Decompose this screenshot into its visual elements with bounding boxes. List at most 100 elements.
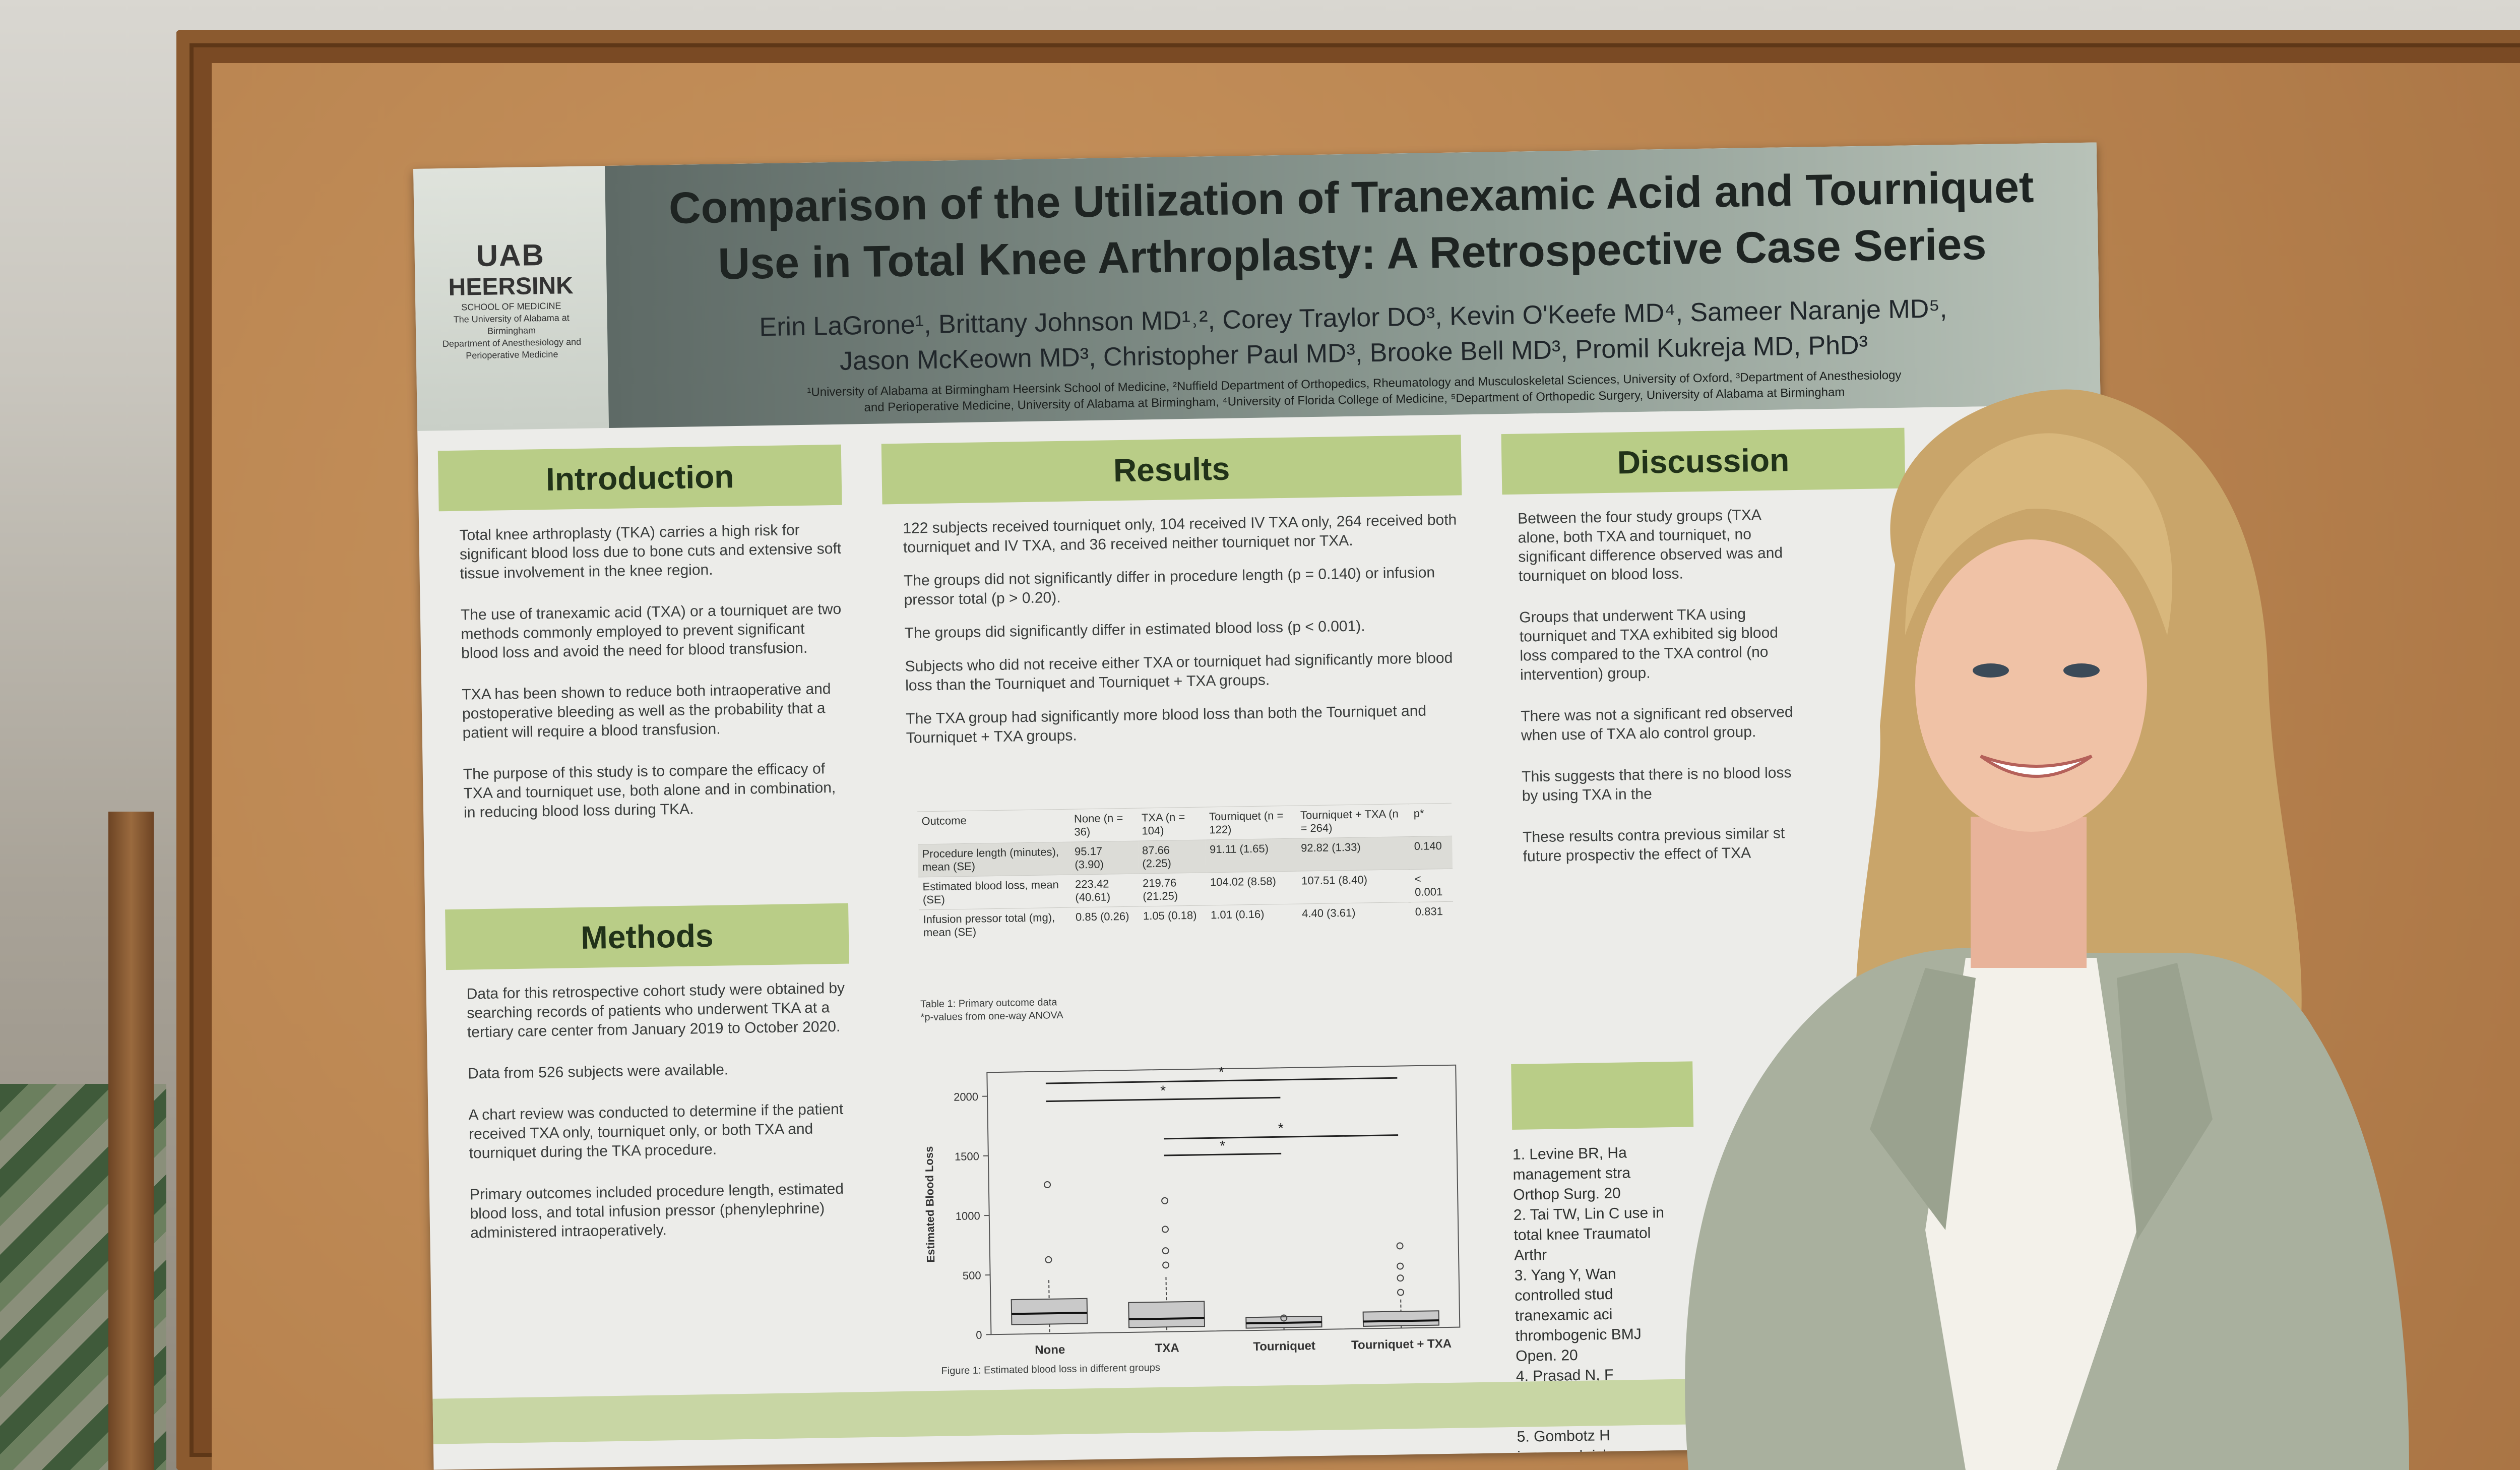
lapel-left	[1870, 968, 1976, 1230]
eye-left	[1973, 663, 2009, 678]
table-cell: 91.11 (1.65)	[1205, 838, 1297, 873]
table-cell: 104.02 (8.58)	[1206, 871, 1298, 905]
intro-bullet: The purpose of this study is to compare …	[463, 760, 836, 821]
eye-right	[2063, 663, 2100, 678]
outlier-point	[1397, 1289, 1404, 1296]
box-median	[1246, 1321, 1322, 1325]
results-bullet: The TXA group had significantly more blo…	[906, 702, 1427, 747]
smile	[1980, 755, 2093, 778]
blouse	[1925, 958, 2137, 1470]
box-0	[1011, 1298, 1088, 1325]
methods-heading: Methods	[445, 903, 849, 970]
y-tick-label: 0	[976, 1329, 982, 1341]
easel-leg	[108, 812, 154, 1470]
table-cell: 95.17 (3.90)	[1070, 841, 1139, 875]
x-tick-label: Tourniquet + TXA	[1351, 1337, 1452, 1352]
table-cell: 87.66 (2.25)	[1138, 839, 1206, 874]
uab-heersink-logo: UAB HEERSINK SCHOOL OF MEDICINE The Univ…	[434, 237, 588, 411]
table-header-cell: Tourniquet (n = 122)	[1205, 806, 1297, 840]
y-tick-label: 2000	[954, 1090, 978, 1104]
introduction-text: Total knee arthroplasty (TKA) carries a …	[459, 520, 847, 845]
y-tick-label: 1500	[955, 1150, 979, 1163]
logo-name: HEERSINK	[448, 272, 574, 301]
outlier-point	[1161, 1197, 1169, 1204]
hair-front	[1905, 433, 2173, 635]
box-3	[1362, 1310, 1440, 1327]
results-bullet: Subjects who did not receive either TXA …	[905, 649, 1453, 694]
significance-label: *	[1220, 1138, 1225, 1153]
outlier-point	[1161, 1226, 1169, 1233]
table-cell: Estimated blood loss, mean (SE)	[918, 875, 1072, 910]
results-bullet: The groups did not significantly differ …	[903, 564, 1435, 608]
significance-bracket	[1164, 1152, 1282, 1156]
blood-loss-boxplot: 0 500 1000 1500 2000 Estimated Blood Loss None…	[923, 1064, 1461, 1357]
table-cell: 0.85 (0.26)	[1071, 906, 1140, 940]
logo-university: The University of Alabama at Birmingham	[453, 313, 570, 336]
introduction-heading: Introduction	[437, 444, 842, 512]
box-1	[1128, 1301, 1206, 1328]
research-poster: UAB HEERSINK SCHOOL OF MEDICINE The Univ…	[413, 142, 2117, 1470]
table-cell: 1.05 (0.18)	[1139, 905, 1207, 939]
y-tick-label: 1000	[956, 1209, 980, 1222]
face	[1915, 539, 2147, 832]
outlier-point	[1397, 1262, 1404, 1270]
table-cell: 4.40 (3.61)	[1297, 902, 1412, 937]
table-cell: 0.831	[1411, 901, 1454, 935]
methods-bullet: A chart review was conducted to determin…	[468, 1100, 844, 1162]
table-header-cell: None (n = 36)	[1069, 808, 1138, 842]
outlier-point	[1045, 1256, 1052, 1263]
significance-label: *	[1219, 1064, 1224, 1080]
significance-label: *	[1160, 1083, 1166, 1098]
methods-text: Data for this retrospective cohort study…	[466, 979, 854, 1265]
significance-label: *	[1278, 1120, 1284, 1136]
logo-department: Department of Anesthesiology and Periope…	[442, 336, 582, 361]
table-header-cell: TXA (n = 104)	[1137, 807, 1206, 841]
significance-bracket	[1045, 1077, 1398, 1084]
x-tick-label: Tourniquet	[1253, 1339, 1315, 1354]
table-cell: Procedure length (minutes), mean (SE)	[918, 842, 1071, 877]
table-header-cell: Outcome	[917, 809, 1070, 844]
intro-bullet: Total knee arthroplasty (TKA) carries a …	[459, 522, 842, 582]
outlier-point	[1397, 1274, 1404, 1282]
table-header-cell: Tourniquet + TXA (n = 264)	[1296, 804, 1410, 839]
outlier-point	[1044, 1181, 1051, 1189]
lapel-right	[2117, 963, 2213, 1240]
outlier-point	[1162, 1247, 1169, 1255]
table-cell: 107.51 (8.40)	[1297, 869, 1411, 904]
results-heading: Results	[881, 435, 1462, 505]
table-cell: 92.82 (1.33)	[1296, 836, 1411, 872]
table-header-cell: p*	[1409, 803, 1453, 837]
box-median	[1012, 1312, 1088, 1315]
table-cell: 219.76 (21.25)	[1138, 872, 1207, 907]
table-cell: < 0.001	[1410, 869, 1454, 902]
results-text: 122 subjects received tourniquet only, 1…	[903, 511, 1461, 748]
outlier-point	[1396, 1242, 1404, 1250]
presenter-person	[1685, 389, 2409, 1470]
outlier-point	[1280, 1314, 1288, 1322]
significance-bracket	[1046, 1096, 1281, 1102]
table-cell: Infusion pressor total (mg), mean (SE)	[919, 907, 1072, 943]
poster-title: Comparison of the Utilization of Tranexa…	[625, 158, 2078, 293]
table-cell: 1.01 (0.16)	[1206, 904, 1298, 938]
methods-bullet: Primary outcomes included procedure leng…	[469, 1180, 844, 1242]
x-tick-label: None	[1035, 1343, 1065, 1357]
intro-bullet: TXA has been shown to reduce both intrao…	[462, 681, 831, 742]
significance-bracket	[1164, 1134, 1399, 1140]
table-notes: Table 1: Primary outcome data *p-values …	[920, 993, 1223, 1024]
results-bullet: The groups did significantly differ in e…	[904, 618, 1365, 642]
box-median	[1363, 1319, 1439, 1323]
logo-mark: UAB	[476, 237, 545, 273]
primary-outcome-table: Outcome None (n = 36) TXA (n = 104) Tour…	[917, 803, 1454, 943]
y-tick-label: 500	[963, 1269, 981, 1282]
table-cell: 0.140	[1410, 836, 1453, 870]
box-median	[1128, 1317, 1205, 1320]
table-cell: 223.42 (40.61)	[1070, 874, 1139, 908]
intro-bullet: The use of tranexamic acid (TXA) or a to…	[460, 600, 842, 662]
y-axis-label: Estimated Blood Loss	[923, 1146, 937, 1262]
plot-frame	[986, 1064, 1461, 1335]
results-bullet: 122 subjects received tourniquet only, 1…	[903, 511, 1457, 556]
x-tick-label: TXA	[1155, 1341, 1179, 1355]
outlier-point	[1162, 1261, 1170, 1269]
neck	[1971, 817, 2087, 968]
